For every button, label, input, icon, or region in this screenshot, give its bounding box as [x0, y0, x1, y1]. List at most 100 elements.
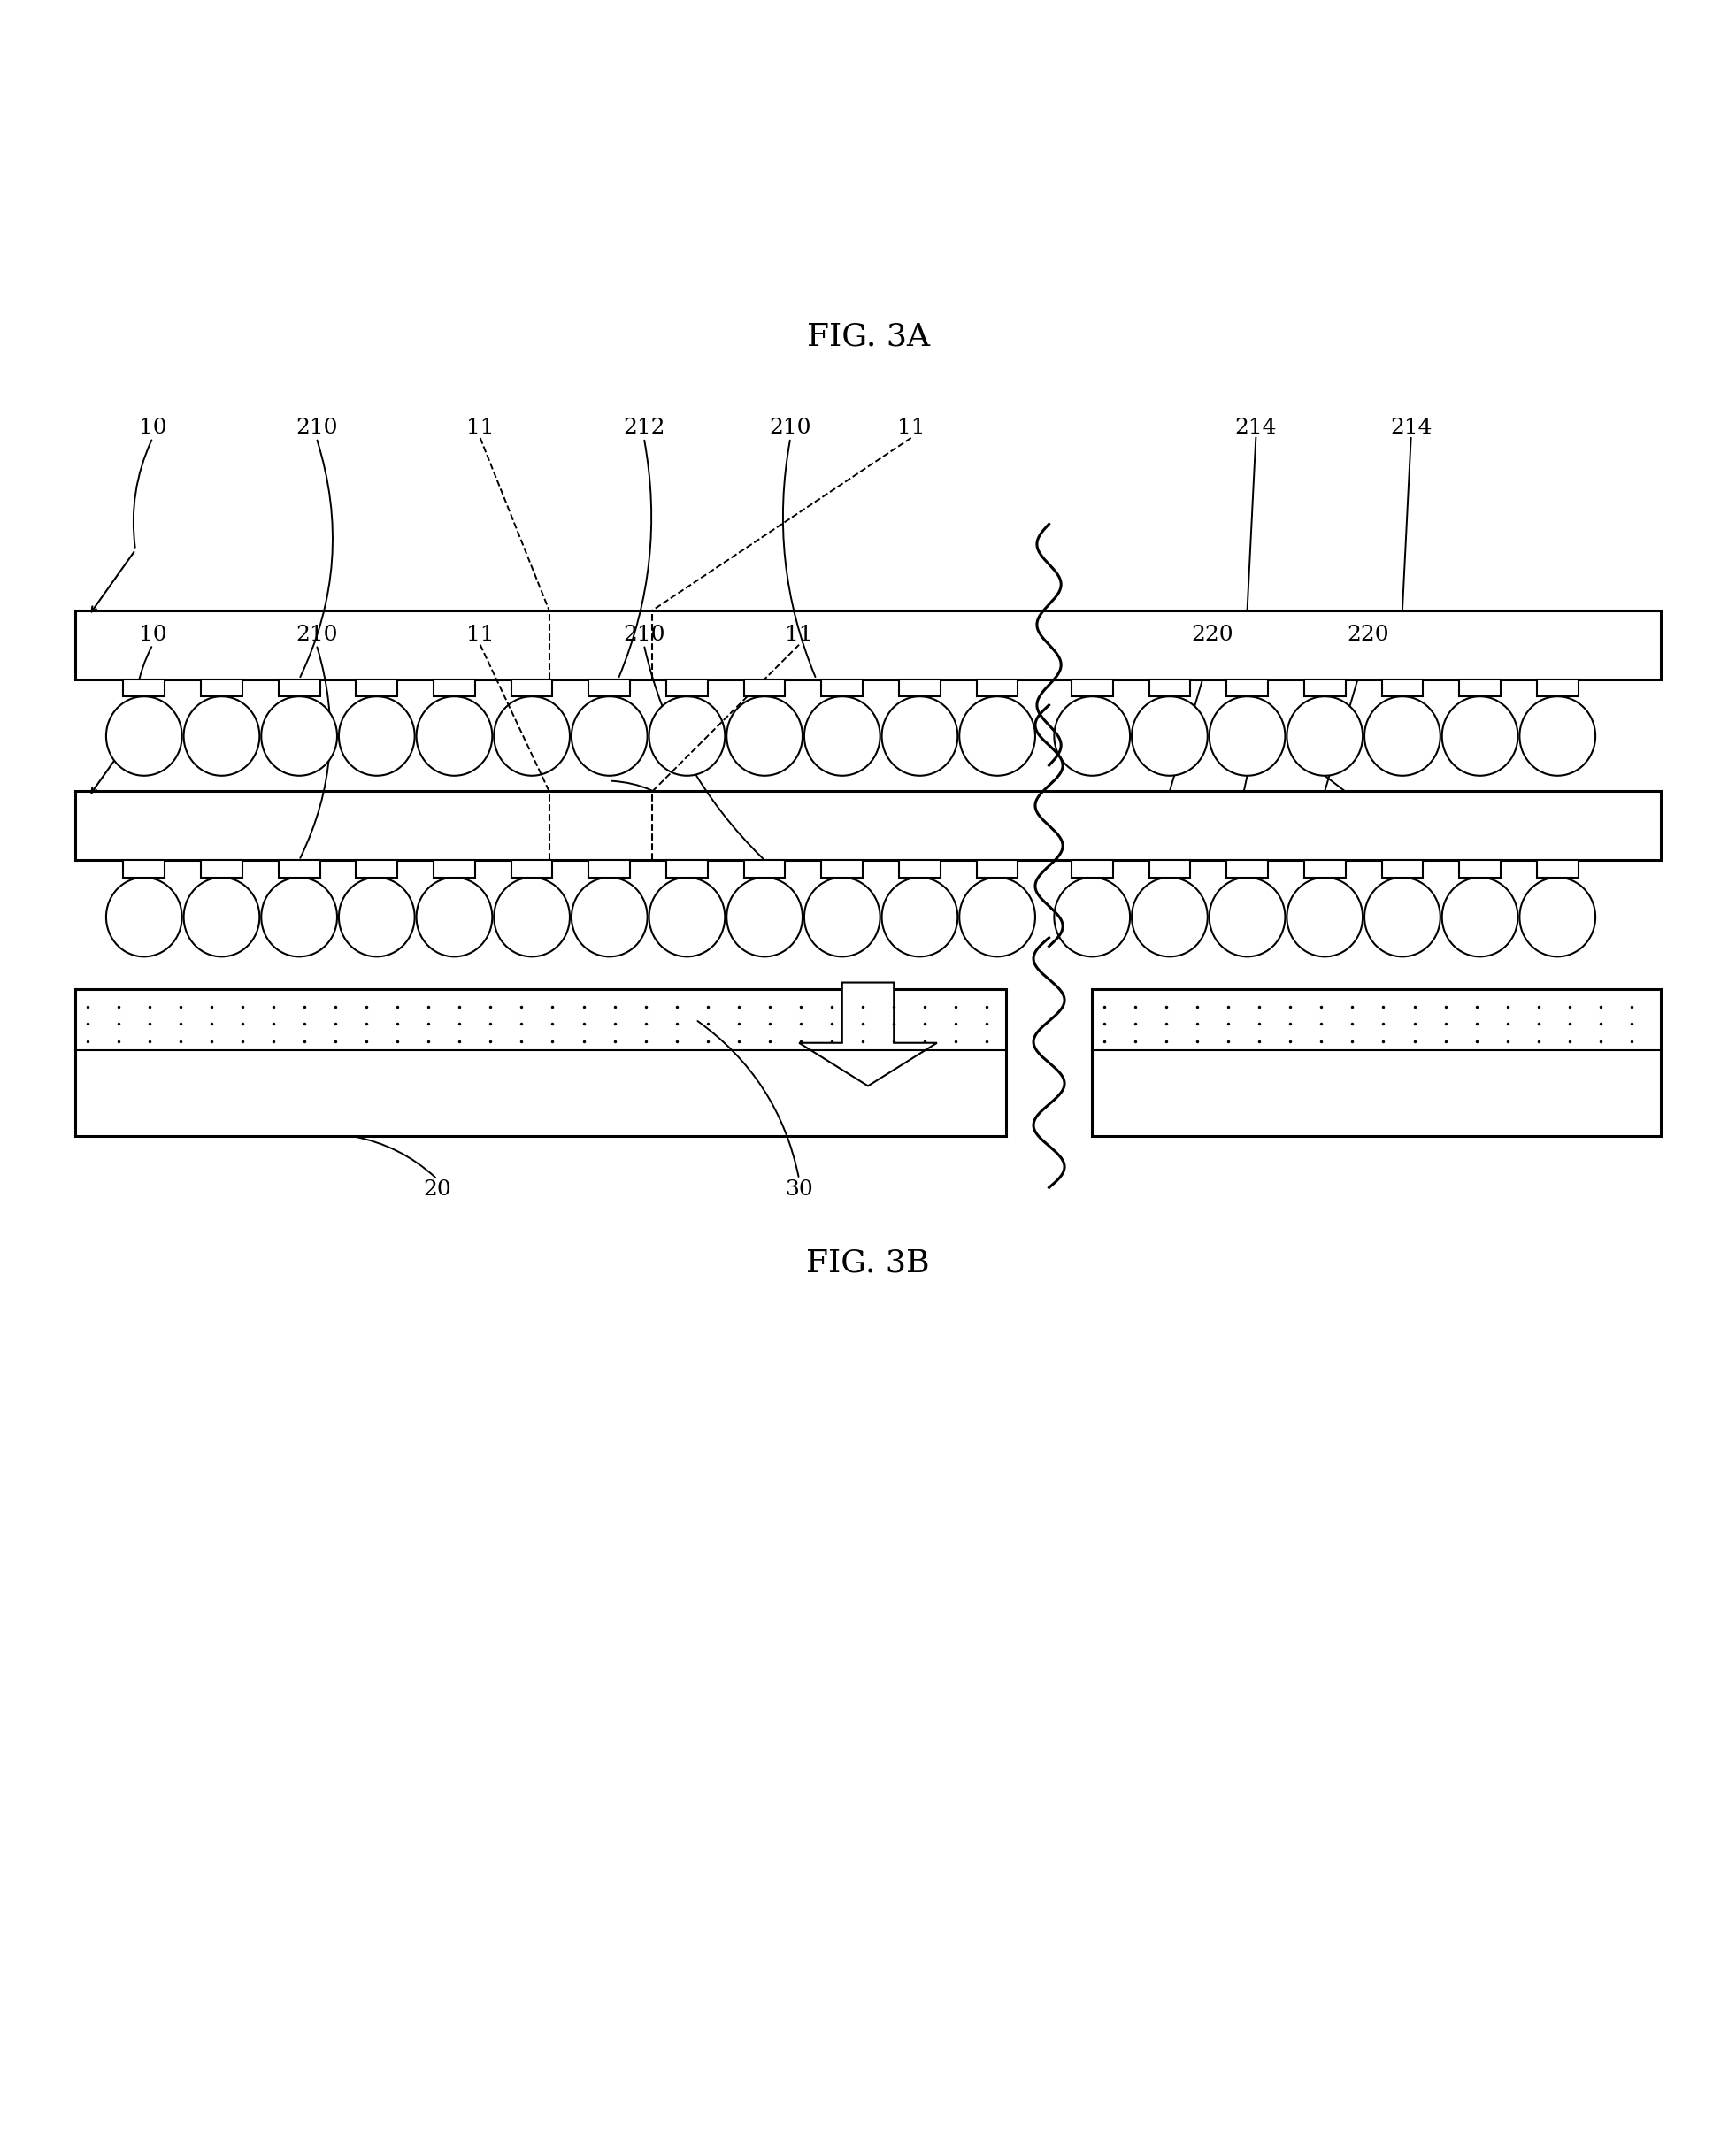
Bar — [278, 679, 319, 696]
Ellipse shape — [649, 877, 726, 956]
Ellipse shape — [1364, 696, 1441, 777]
Text: 210: 210 — [769, 418, 811, 437]
Text: 214: 214 — [1391, 418, 1432, 437]
Ellipse shape — [882, 877, 958, 956]
Text: 220: 220 — [1191, 625, 1234, 644]
Bar — [977, 679, 1017, 696]
Bar — [1536, 679, 1578, 696]
Ellipse shape — [1364, 877, 1441, 956]
Bar — [745, 860, 785, 877]
Ellipse shape — [882, 696, 958, 777]
Ellipse shape — [727, 877, 802, 956]
Bar — [278, 860, 319, 877]
Bar — [1460, 679, 1500, 696]
Ellipse shape — [184, 877, 259, 956]
Bar — [123, 860, 165, 877]
Text: 212: 212 — [623, 418, 665, 437]
Ellipse shape — [1132, 877, 1208, 956]
Bar — [667, 679, 708, 696]
Bar — [589, 860, 630, 877]
Bar — [356, 679, 398, 696]
Bar — [123, 679, 165, 696]
Text: FIG. 3A: FIG. 3A — [807, 322, 929, 352]
Text: 220: 220 — [1356, 819, 1397, 839]
Ellipse shape — [571, 877, 648, 956]
Bar — [821, 679, 863, 696]
Bar — [434, 860, 476, 877]
Ellipse shape — [1443, 696, 1517, 777]
Bar — [821, 860, 863, 877]
Bar — [75, 610, 1661, 679]
Ellipse shape — [1443, 877, 1517, 956]
Text: 11: 11 — [467, 625, 495, 644]
Ellipse shape — [260, 696, 337, 777]
Bar — [75, 792, 1661, 860]
Text: 10: 10 — [139, 625, 167, 644]
Bar — [1071, 860, 1113, 877]
Bar — [1382, 679, 1424, 696]
Ellipse shape — [960, 696, 1035, 777]
Ellipse shape — [1054, 696, 1130, 777]
Ellipse shape — [339, 696, 415, 777]
Bar — [434, 679, 476, 696]
Text: FIG. 3B: FIG. 3B — [806, 1248, 930, 1278]
Ellipse shape — [649, 696, 726, 777]
Bar — [75, 990, 1005, 1135]
Text: 210: 210 — [295, 418, 337, 437]
Text: 10: 10 — [139, 418, 167, 437]
Bar — [1227, 679, 1267, 696]
Ellipse shape — [106, 696, 182, 777]
Text: 211: 211 — [667, 819, 708, 839]
Ellipse shape — [106, 877, 182, 956]
Ellipse shape — [571, 696, 648, 777]
Bar — [1092, 990, 1661, 1135]
Ellipse shape — [1519, 696, 1595, 777]
Ellipse shape — [339, 877, 415, 956]
Ellipse shape — [260, 877, 337, 956]
Bar — [589, 679, 630, 696]
Text: 210: 210 — [623, 625, 665, 644]
Text: 210: 210 — [295, 625, 337, 644]
Bar — [977, 860, 1017, 877]
Bar — [510, 679, 552, 696]
Text: 11: 11 — [898, 418, 925, 437]
Bar — [1071, 679, 1113, 696]
Ellipse shape — [1519, 877, 1595, 956]
Ellipse shape — [417, 877, 493, 956]
Bar — [1149, 679, 1191, 696]
Bar — [201, 679, 243, 696]
Ellipse shape — [495, 877, 569, 956]
Ellipse shape — [727, 696, 802, 777]
Bar — [510, 860, 552, 877]
Ellipse shape — [417, 696, 493, 777]
Ellipse shape — [1286, 696, 1363, 777]
Ellipse shape — [1210, 696, 1285, 777]
Ellipse shape — [184, 696, 259, 777]
Bar — [1304, 679, 1345, 696]
Polygon shape — [799, 982, 937, 1086]
Text: 20: 20 — [424, 1178, 451, 1199]
Bar — [356, 860, 398, 877]
Bar — [667, 860, 708, 877]
Text: 11: 11 — [785, 625, 812, 644]
Bar — [201, 860, 243, 877]
Ellipse shape — [1286, 877, 1363, 956]
Text: 11: 11 — [467, 418, 495, 437]
Bar — [1382, 860, 1424, 877]
Ellipse shape — [804, 696, 880, 777]
Bar — [899, 860, 941, 877]
Ellipse shape — [1054, 877, 1130, 956]
Ellipse shape — [1210, 877, 1285, 956]
Bar — [1227, 860, 1267, 877]
Bar — [1149, 860, 1191, 877]
Bar — [1460, 860, 1500, 877]
Text: 220: 220 — [1347, 625, 1389, 644]
Ellipse shape — [495, 696, 569, 777]
Bar — [745, 679, 785, 696]
Bar — [1304, 860, 1345, 877]
Text: 30: 30 — [785, 1178, 812, 1199]
Bar — [1536, 860, 1578, 877]
Bar — [899, 679, 941, 696]
Ellipse shape — [960, 877, 1035, 956]
Ellipse shape — [1132, 696, 1208, 777]
